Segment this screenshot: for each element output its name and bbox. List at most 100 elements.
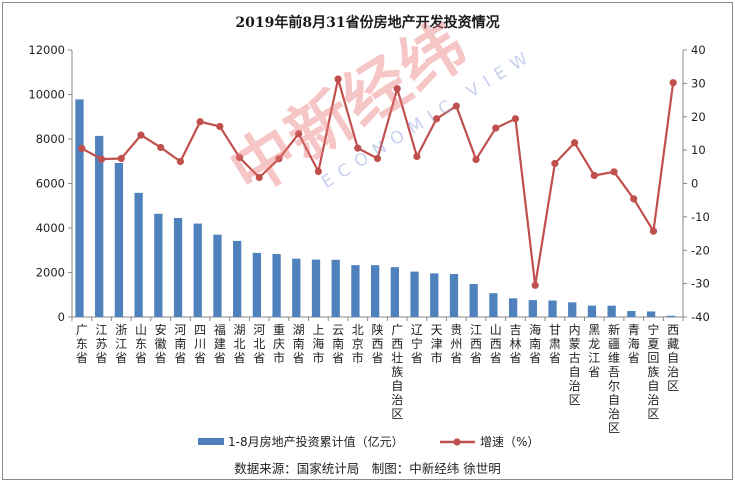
x-tick-label: 辽宁省 xyxy=(411,323,423,365)
growth-point xyxy=(373,154,382,163)
bar xyxy=(134,192,143,317)
chart-legend: 1-8月房地产投资累计值（亿元） 增速（%） xyxy=(198,434,539,449)
growth-point xyxy=(216,122,224,131)
y-right-tick-label: 10 xyxy=(691,143,706,157)
x-tick-label: 河南省 xyxy=(174,323,186,365)
x-tick-label: 山东省 xyxy=(135,323,147,365)
bar xyxy=(646,311,656,317)
bar xyxy=(75,99,84,318)
bar xyxy=(627,310,636,317)
y-left-tick-label: 8000 xyxy=(36,132,65,146)
bar xyxy=(528,300,537,317)
y-left-tick-label: 0 xyxy=(58,310,65,324)
y-left-tick-label: 6000 xyxy=(36,177,65,191)
x-tick-label: 内蒙古自治区 xyxy=(569,323,581,407)
y-right-tick-label: -40 xyxy=(691,310,710,324)
bar xyxy=(95,135,104,317)
x-tick-label: 四川省 xyxy=(194,323,206,365)
chart-title: 2019年前8月31省份房地产开发投资情况 xyxy=(235,15,500,31)
bar xyxy=(607,305,616,317)
bar xyxy=(154,213,163,317)
growth-point xyxy=(452,102,460,110)
y-right-tick-label: 20 xyxy=(691,110,706,124)
growth-point xyxy=(157,143,165,152)
x-tick-label: 山西省 xyxy=(490,323,502,365)
bar xyxy=(489,293,498,317)
bar xyxy=(508,298,518,317)
bar xyxy=(213,234,222,317)
x-tick-label: 河北省 xyxy=(253,323,265,365)
x-tick-label: 重庆市 xyxy=(273,323,285,365)
x-tick-label: 广西壮族自治区 xyxy=(391,323,403,421)
x-tick-label: 江西省 xyxy=(470,323,482,365)
growth-point xyxy=(137,131,145,139)
growth-point xyxy=(393,85,401,93)
x-tick-label: 贵州省 xyxy=(450,323,462,365)
y-right-tick-label: -10 xyxy=(691,210,710,224)
x-tick-label: 浙江省 xyxy=(115,323,127,365)
growth-point xyxy=(176,157,185,166)
growth-point xyxy=(610,168,618,176)
y-right-tick-label: 0 xyxy=(691,177,698,191)
x-tick-label: 天津市 xyxy=(431,323,443,365)
bar xyxy=(469,284,478,317)
growth-point xyxy=(531,281,539,289)
x-tick-label: 云南省 xyxy=(332,323,344,365)
bar xyxy=(370,265,380,317)
x-tick-label: 海南省 xyxy=(529,322,541,365)
bar xyxy=(449,274,459,317)
x-tick-label: 青海省 xyxy=(628,323,640,365)
bar xyxy=(272,254,281,317)
x-tick-label: 江苏省 xyxy=(96,323,108,365)
x-tick-label: 福建省 xyxy=(214,322,226,365)
x-tick-label: 甘肃省 xyxy=(549,323,561,365)
growth-point xyxy=(196,118,204,126)
x-axis-labels: 广东省江苏省浙江省山东省安徽省河南省四川省福建省湖北省河北省重庆市湖南省上海市云… xyxy=(76,322,679,435)
growth-point xyxy=(492,124,500,132)
bar xyxy=(233,240,242,317)
growth-point xyxy=(295,130,303,138)
growth-point xyxy=(334,75,342,83)
legend-bar-label: 1-8月房地产投资累计值（亿元） xyxy=(228,434,404,449)
growth-point xyxy=(97,155,106,163)
bar xyxy=(390,267,399,317)
legend-line-label: 增速（%） xyxy=(480,435,539,449)
y-right-tick-label: 40 xyxy=(691,43,706,57)
y-right-tick-label: -30 xyxy=(691,277,710,291)
x-tick-label: 安徽省 xyxy=(155,322,167,365)
y-right-tick-label: 30 xyxy=(691,76,706,90)
x-tick-label: 广东省 xyxy=(76,323,88,365)
bar xyxy=(351,265,360,317)
source-note: 数据来源：国家统计局 制图：中新经纬 徐世明 xyxy=(234,461,501,476)
bar xyxy=(548,300,557,317)
growth-point xyxy=(413,152,421,161)
bar xyxy=(430,273,439,317)
bar xyxy=(587,305,597,317)
x-tick-label: 陕西省 xyxy=(371,322,383,365)
growth-point xyxy=(649,227,658,235)
y-left-tick-label: 12000 xyxy=(28,43,65,57)
x-tick-label: 黑龙江省 xyxy=(588,323,600,379)
x-tick-label: 宁夏回族自治区 xyxy=(647,322,659,421)
legend-line-marker xyxy=(453,438,461,446)
y-right-tick-label: -20 xyxy=(691,243,710,257)
x-tick-label: 北京市 xyxy=(352,323,364,365)
chart-axes: 0 2000 4000 6000 8000 10000 12000 -40 -30 -20 -10 0… xyxy=(28,43,709,324)
x-tick-label: 新疆维吾尔自治区 xyxy=(608,322,620,435)
bar xyxy=(252,252,262,317)
growth-point xyxy=(590,171,598,180)
legend-bar-swatch xyxy=(198,438,224,445)
growth-line xyxy=(81,77,675,287)
bar xyxy=(193,223,202,317)
growth-point xyxy=(551,159,559,168)
x-tick-label: 湖北省 xyxy=(234,322,246,365)
growth-point xyxy=(570,139,579,147)
x-tick-label: 吉林省 xyxy=(509,323,521,365)
growth-point xyxy=(235,153,244,162)
bar xyxy=(410,271,419,317)
growth-point xyxy=(314,167,322,176)
bar xyxy=(666,315,675,317)
growth-point xyxy=(275,155,283,163)
